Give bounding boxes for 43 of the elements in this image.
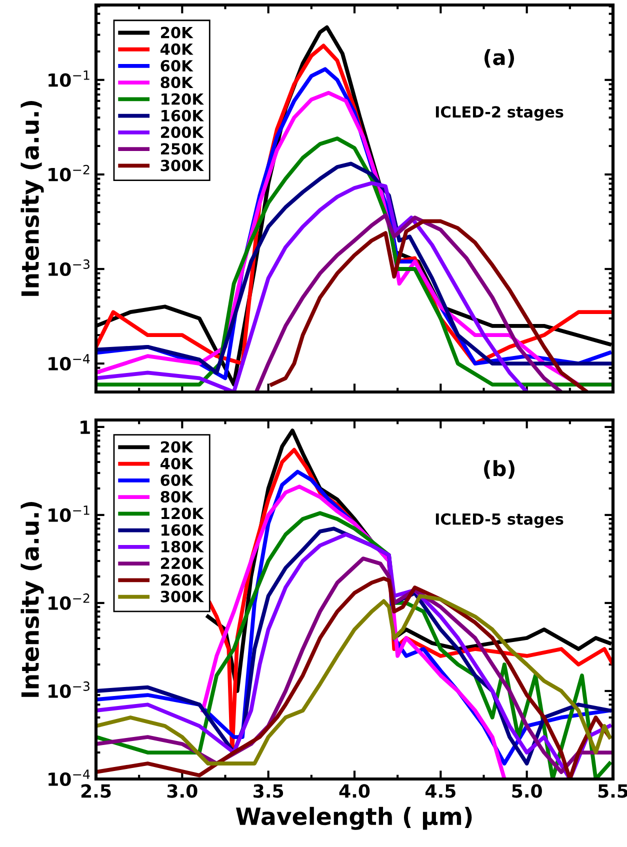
- legend-label: 250K: [161, 143, 204, 155]
- legend-label: 220K: [161, 558, 204, 570]
- y-tick-label: 1: [80, 420, 90, 434]
- legend-label: 120K: [162, 508, 204, 520]
- y-tick-label: 10$^{−3}$: [48, 681, 90, 698]
- line-series: [254, 213, 564, 392]
- annotation: ICLED-5 stages: [436, 513, 564, 528]
- x-tick-label: 4.0: [339, 784, 370, 798]
- line-series: [270, 219, 590, 392]
- y-tick-label: 10$^{−1}$: [48, 70, 90, 87]
- legend-label: 200K: [161, 126, 204, 138]
- y-tick-label: 10$^{−2}$: [48, 164, 90, 182]
- x-tick-label: 5.0: [512, 784, 542, 798]
- y-axis-title: Intensity (a.u.): [20, 502, 44, 697]
- legend-label: 120K: [162, 93, 204, 105]
- annotation: (a): [484, 49, 514, 68]
- y-axis-title: Intensity (a.u.): [20, 101, 44, 296]
- legend-label: 40K: [160, 43, 194, 55]
- legend-label: 80K: [160, 491, 194, 503]
- legend-label: 160K: [162, 110, 204, 122]
- legend-label: 20K: [161, 441, 194, 453]
- x-tick-label: 3.5: [254, 784, 284, 798]
- legend-label: 180K: [162, 540, 204, 552]
- legend-label: 260K: [161, 574, 204, 586]
- y-tick-label: 10$^{−4}$: [48, 354, 90, 371]
- x-tick-label: 3.0: [167, 784, 198, 798]
- x-tick-label: 4.5: [425, 784, 456, 798]
- legend-label: 60K: [160, 60, 194, 72]
- y-tick-label: 10$^{−3}$: [48, 259, 90, 276]
- legend-label: 40K: [160, 458, 194, 470]
- annotation: (b): [484, 460, 514, 479]
- legend-label: 300K: [160, 160, 204, 172]
- x-tick-label: 2.5: [81, 784, 111, 798]
- y-tick-label: 10$^{−2}$: [48, 593, 90, 610]
- legend-label: 160K: [162, 524, 204, 536]
- legend-label: 300K: [160, 590, 204, 602]
- legend-label: 80K: [160, 76, 194, 88]
- legend-label: 20K: [161, 26, 194, 38]
- x-axis-title: Wavelength ( μm): [236, 806, 472, 830]
- y-tick-label: 10$^{−1}$: [48, 506, 90, 522]
- line-series: [96, 181, 529, 392]
- legend-label: 60K: [160, 474, 194, 486]
- annotation: ICLED-2 stages: [436, 106, 564, 121]
